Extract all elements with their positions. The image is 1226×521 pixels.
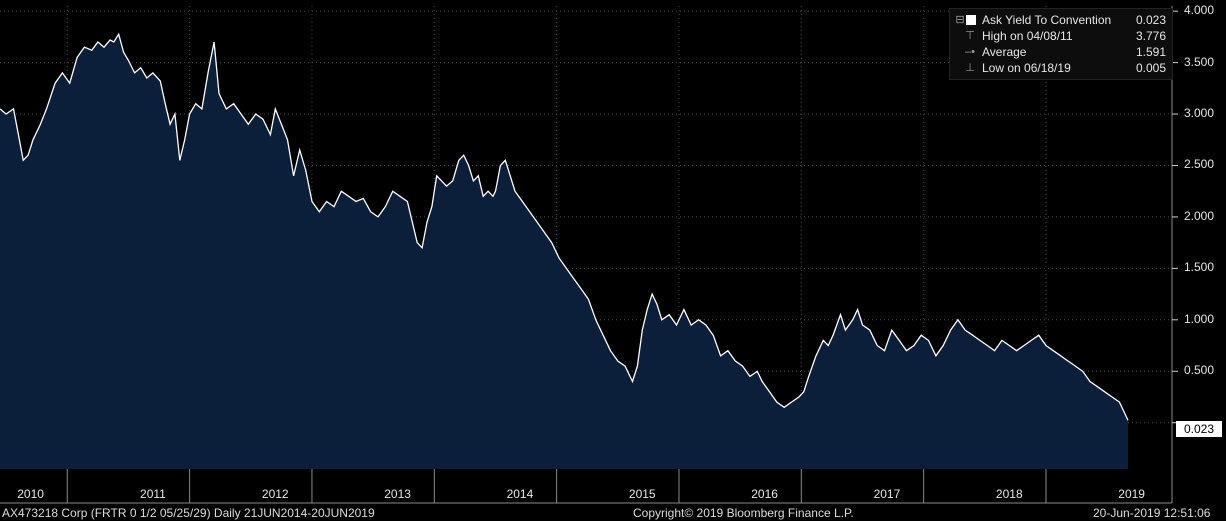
x-tick-label: 2017 [873,487,901,501]
footer-timestamp: 20-Jun-2019 12:51:06 [1093,506,1211,520]
yield-line [0,32,1129,421]
y-tick-label: 1.000 [1184,311,1215,326]
legend-low-row: ⊥ Low on 06/18/19 0.005 [950,60,1172,76]
x-tick-label: 2010 [17,487,44,501]
series-color-swatch [966,15,976,25]
axes-layer [0,6,1178,504]
x-tick-label: 2019 [1118,487,1145,501]
x-tick-label: 2016 [751,487,778,501]
legend-high-value: 3.776 [1135,29,1166,43]
average-marker-icon: –• [965,46,975,58]
legend-high-row: ⊤ High on 04/08/11 3.776 [950,28,1172,44]
legend[interactable]: ⊟ Ask Yield To Convention 0.023 ⊤ High o… [949,8,1173,80]
legend-high-label: High on 04/08/11 [982,29,1073,43]
x-tick-label: 2012 [261,487,289,501]
legend-series-value: 0.023 [1135,13,1166,27]
x-tick-label: 2018 [995,487,1023,501]
legend-low-label: Low on 06/18/19 [982,61,1071,75]
x-tick-label: 2014 [506,487,534,501]
legend-series-label: Ask Yield To Convention [982,13,1112,27]
legend-series-row[interactable]: ⊟ Ask Yield To Convention 0.023 [950,12,1172,28]
low-marker-icon: ⊥ [965,62,975,74]
y-tick-label: 1.500 [1184,260,1215,275]
legend-low-value: 0.005 [1135,61,1166,75]
high-marker-icon: ⊤ [965,30,975,42]
y-tick-label: 3.000 [1184,106,1215,121]
x-tick-label: 2011 [140,487,166,501]
y-tick-label: 2.000 [1184,208,1215,223]
y-tick-label: 4.000 [1184,3,1215,18]
y-tick-label: 2.500 [1184,157,1215,172]
x-tick-label: 2013 [384,487,411,501]
y-tick-label: 0.500 [1184,363,1215,378]
y-tick-label: 3.500 [1184,54,1215,69]
legend-average-value: 1.591 [1135,45,1166,59]
x-tick-label: 2015 [628,487,656,501]
last-value-label: 0.023 [1176,421,1222,437]
footer-copyright: Copyright© 2019 Bloomberg Finance L.P. [633,506,854,520]
legend-average-label: Average [982,45,1027,59]
collapse-icon[interactable]: ⊟ [955,14,965,26]
yield-area [0,34,1128,469]
legend-average-row: –• Average 1.591 [950,44,1172,60]
footer-security: AX473218 Corp (FRTR 0 1/2 05/25/29) Dail… [2,506,375,520]
